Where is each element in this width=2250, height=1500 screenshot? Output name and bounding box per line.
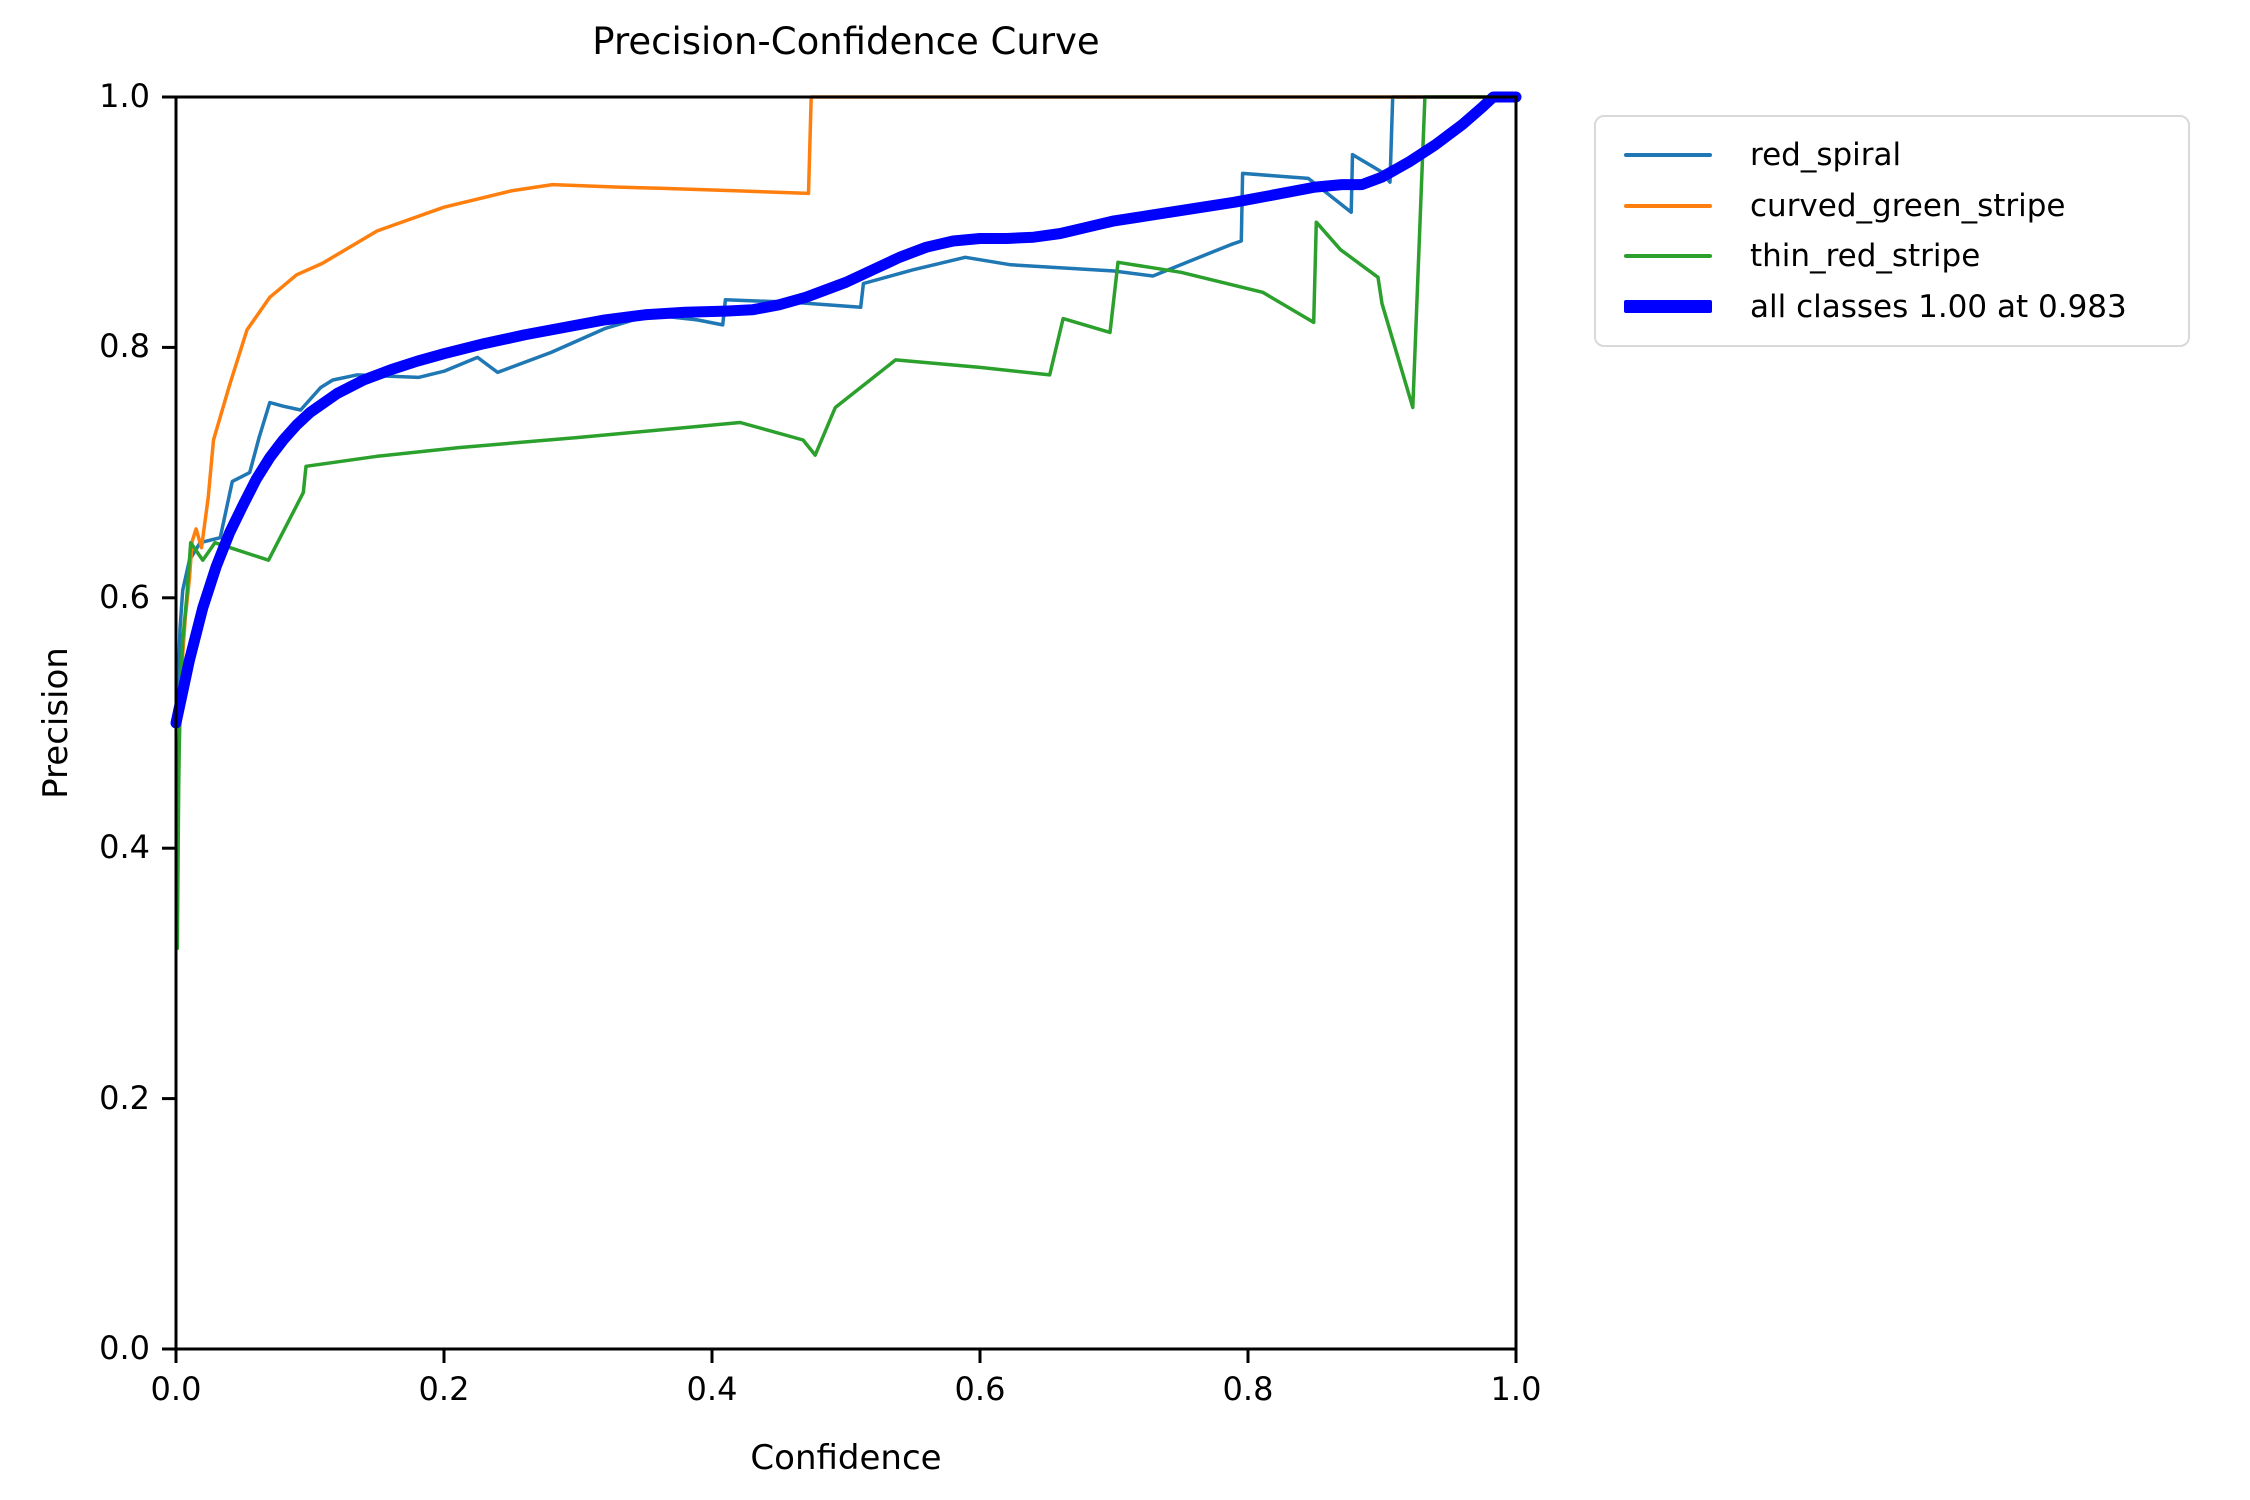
legend: red_spiral curved_green_stripe thin_red_st… <box>1594 115 2190 347</box>
chart-title: Precision-Confidence Curve <box>592 20 1100 63</box>
series-line-curved-green-stripe <box>175 95 1518 850</box>
legend-label: curved_green_stripe <box>1750 187 2066 224</box>
y-axis-label: Precision <box>36 647 76 799</box>
y-tick-label: 0.0 <box>99 1329 150 1367</box>
legend-item: thin_red_stripe <box>1624 238 2178 274</box>
axes-border <box>174 95 1518 1351</box>
y-tick-label: 0.8 <box>99 327 150 366</box>
legend-item: curved_green_stripe <box>1624 188 2178 224</box>
legend-label: all classes 1.00 at 0.983 <box>1750 288 2127 325</box>
x-axis-label: Confidence <box>750 1438 942 1478</box>
legend-line-swatch <box>1624 203 1712 208</box>
y-tick-label: 0.4 <box>99 828 150 867</box>
legend-line-swatch <box>1624 254 1712 259</box>
legend-label: thin_red_stripe <box>1750 238 1981 275</box>
y-tick-label: 0.6 <box>99 577 150 616</box>
x-tick-label: 0.2 <box>418 1370 470 1408</box>
legend-item: all classes 1.00 at 0.983 <box>1624 289 2178 325</box>
x-tick-label: 1.0 <box>1490 1370 1542 1408</box>
legend-item: red_spiral <box>1624 137 2178 173</box>
series-line-thin-red-stripe <box>175 95 1518 951</box>
y-tick-label: 1.0 <box>99 77 150 115</box>
series-line-all-classes-1-00-at-0-983 <box>170 91 1522 729</box>
legend-label: red_spiral <box>1750 137 1902 174</box>
x-tick-label: 0.4 <box>686 1370 738 1408</box>
legend-line-swatch <box>1624 300 1712 314</box>
x-tick-label: 0.8 <box>1222 1370 1274 1408</box>
y-tick-label: 0.2 <box>99 1078 150 1117</box>
x-tick-label: 0.0 <box>150 1370 202 1408</box>
legend-line-swatch <box>1624 153 1712 158</box>
x-tick-label: 0.6 <box>954 1370 1006 1408</box>
